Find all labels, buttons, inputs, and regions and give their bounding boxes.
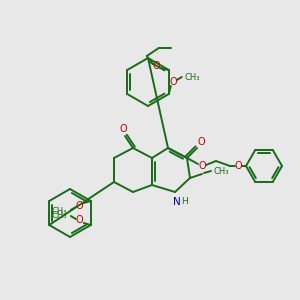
Text: O: O [234, 161, 242, 171]
Text: O: O [153, 61, 160, 71]
Text: CH₃: CH₃ [51, 206, 67, 215]
Text: N: N [173, 197, 181, 207]
Text: O: O [197, 137, 205, 147]
Text: CH₃: CH₃ [185, 73, 200, 82]
Text: CH₃: CH₃ [51, 211, 67, 220]
Text: O: O [198, 161, 206, 171]
Text: O: O [119, 124, 127, 134]
Text: O: O [76, 201, 84, 211]
Text: CH₃: CH₃ [213, 167, 229, 176]
Text: O: O [170, 77, 178, 87]
Text: O: O [76, 215, 84, 225]
Text: H: H [181, 197, 188, 206]
